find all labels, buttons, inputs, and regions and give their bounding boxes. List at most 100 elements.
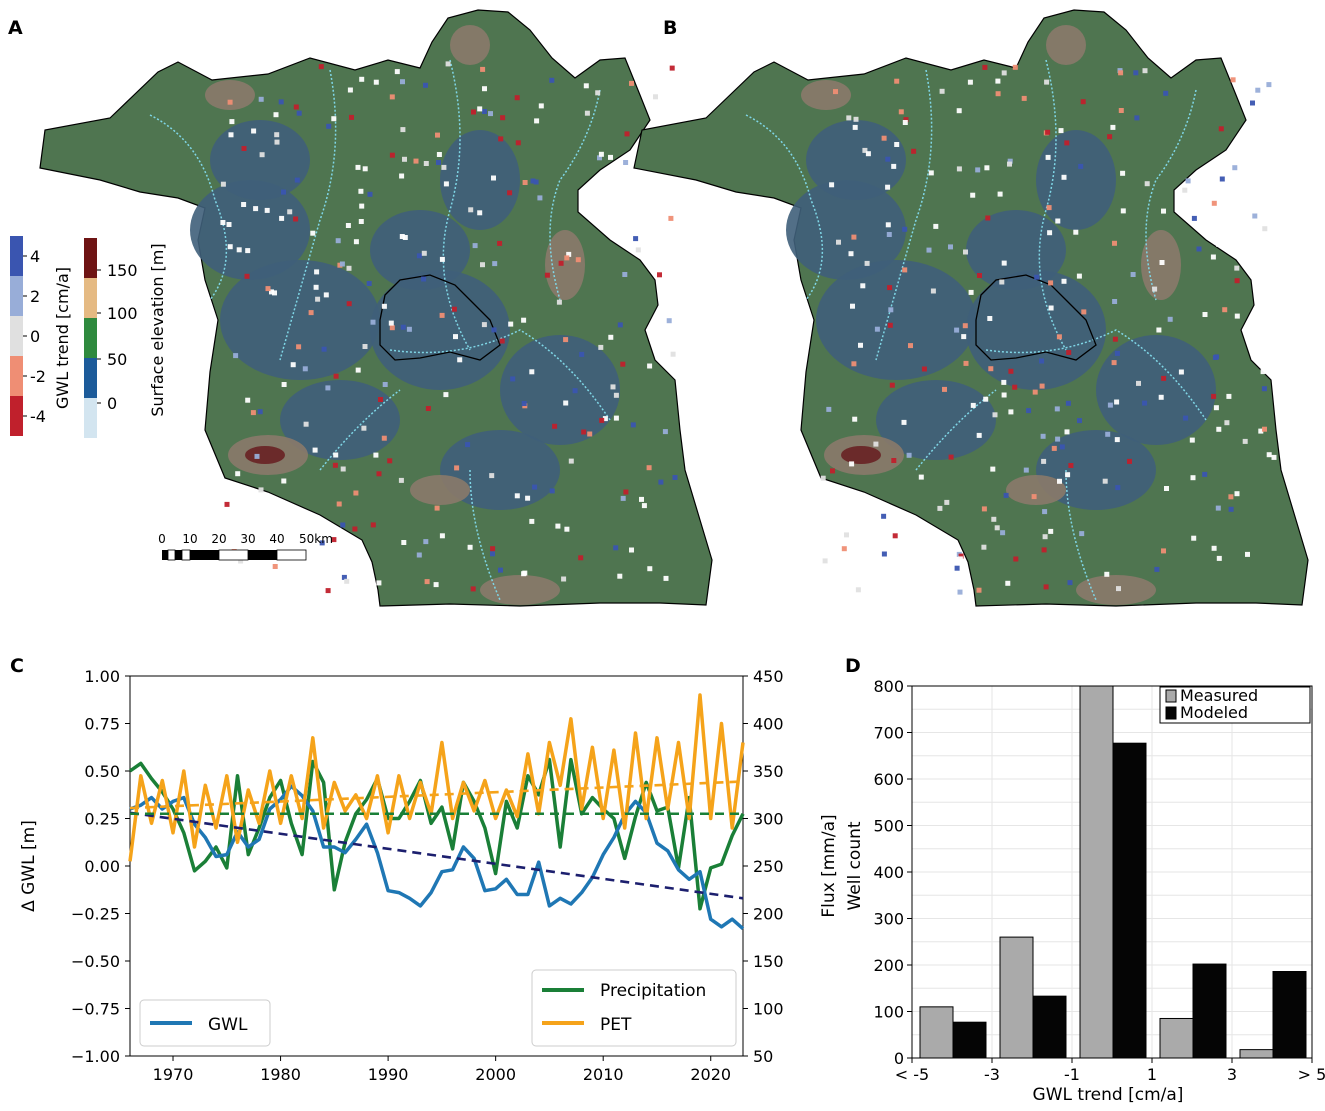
well-marker xyxy=(1110,124,1116,130)
well-marker xyxy=(1114,437,1120,443)
well-marker xyxy=(435,132,440,138)
well-marker xyxy=(1003,492,1009,498)
well-marker xyxy=(641,503,647,509)
well-marker xyxy=(1232,165,1238,171)
well-marker xyxy=(312,447,318,453)
well-marker xyxy=(1196,246,1202,252)
x-tick-label: 2000 xyxy=(475,1065,516,1084)
well-marker xyxy=(355,367,361,373)
well-marker xyxy=(1013,556,1019,562)
well-marker xyxy=(647,566,653,572)
well-marker xyxy=(1161,208,1166,214)
well-marker xyxy=(937,505,943,511)
upland-area xyxy=(801,80,851,110)
well-marker xyxy=(358,219,364,224)
well-marker xyxy=(521,317,527,323)
well-marker xyxy=(1236,221,1242,227)
well-marker xyxy=(990,466,996,472)
well-marker xyxy=(235,471,241,477)
well-marker xyxy=(1245,551,1250,557)
well-marker xyxy=(489,473,495,479)
well-marker xyxy=(646,465,652,471)
chart-c-legend-left: GWL xyxy=(139,999,271,1047)
well-marker xyxy=(954,565,960,571)
well-marker xyxy=(301,534,307,540)
well-marker xyxy=(1142,400,1148,406)
well-marker xyxy=(258,487,264,493)
lowland-area xyxy=(1036,130,1116,230)
well-marker xyxy=(1048,528,1054,534)
well-marker xyxy=(878,532,884,538)
river-line xyxy=(985,329,1207,421)
well-marker xyxy=(332,462,338,468)
well-marker xyxy=(1228,506,1234,512)
well-marker xyxy=(294,177,300,183)
well-marker xyxy=(657,272,662,278)
well-marker xyxy=(1189,437,1195,443)
well-marker xyxy=(290,362,296,368)
well-marker xyxy=(933,223,939,229)
well-marker xyxy=(241,146,247,151)
well-marker xyxy=(1008,409,1014,415)
well-marker xyxy=(355,164,361,170)
well-marker xyxy=(1144,181,1150,187)
well-marker xyxy=(481,322,487,328)
panel-label-b: B xyxy=(663,17,677,39)
well-marker xyxy=(439,256,445,262)
well-marker xyxy=(1222,307,1228,313)
elevation-colorbar-tick-label: 0 xyxy=(107,394,117,413)
well-marker xyxy=(1252,213,1258,219)
well-marker xyxy=(525,495,531,501)
well-marker xyxy=(997,191,1003,197)
well-marker xyxy=(1216,555,1222,561)
well-marker xyxy=(443,181,449,187)
well-marker xyxy=(633,236,639,242)
well-marker xyxy=(1005,580,1011,586)
well-marker xyxy=(532,484,538,490)
scale-tick-label: 50km xyxy=(299,532,333,546)
well-marker xyxy=(1112,240,1117,246)
well-marker xyxy=(885,184,891,190)
well-marker xyxy=(1226,393,1232,399)
well-marker xyxy=(1211,200,1217,206)
well-marker xyxy=(887,285,893,291)
well-marker xyxy=(912,569,918,575)
well-marker xyxy=(1178,369,1184,375)
well-marker xyxy=(366,281,372,286)
well-marker xyxy=(863,568,869,574)
upland-area xyxy=(205,80,255,110)
well-marker xyxy=(1065,400,1071,406)
well-marker xyxy=(926,247,932,253)
y2-tick-label: 100 xyxy=(753,1000,784,1019)
well-marker xyxy=(657,200,663,206)
well-marker xyxy=(1216,241,1222,247)
bar-modeled xyxy=(1192,963,1227,1059)
well-marker xyxy=(359,203,365,209)
river-line xyxy=(875,69,933,361)
well-marker xyxy=(892,533,898,539)
well-marker xyxy=(423,539,429,545)
well-marker xyxy=(1107,134,1113,140)
well-marker xyxy=(942,386,947,392)
well-marker xyxy=(373,452,379,458)
well-marker xyxy=(613,392,619,398)
y-tick-label: 300 xyxy=(873,910,904,929)
panel-label-d: D xyxy=(845,655,861,677)
well-marker xyxy=(995,78,1001,84)
well-marker xyxy=(1021,95,1027,101)
well-marker xyxy=(1195,208,1201,214)
well-marker xyxy=(1161,375,1167,381)
well-marker xyxy=(534,118,540,124)
well-marker xyxy=(346,265,352,271)
well-marker xyxy=(1159,260,1165,265)
x-tick-label: -1 xyxy=(1064,1065,1080,1084)
well-marker xyxy=(992,412,998,418)
well-marker xyxy=(244,273,250,279)
x-tick-label: 2020 xyxy=(690,1065,731,1084)
well-marker xyxy=(851,361,857,367)
well-marker xyxy=(544,272,550,278)
well-marker xyxy=(359,76,365,82)
well-marker xyxy=(564,255,570,261)
well-marker xyxy=(303,421,309,427)
y-tick-label: −1.00 xyxy=(71,1047,120,1066)
